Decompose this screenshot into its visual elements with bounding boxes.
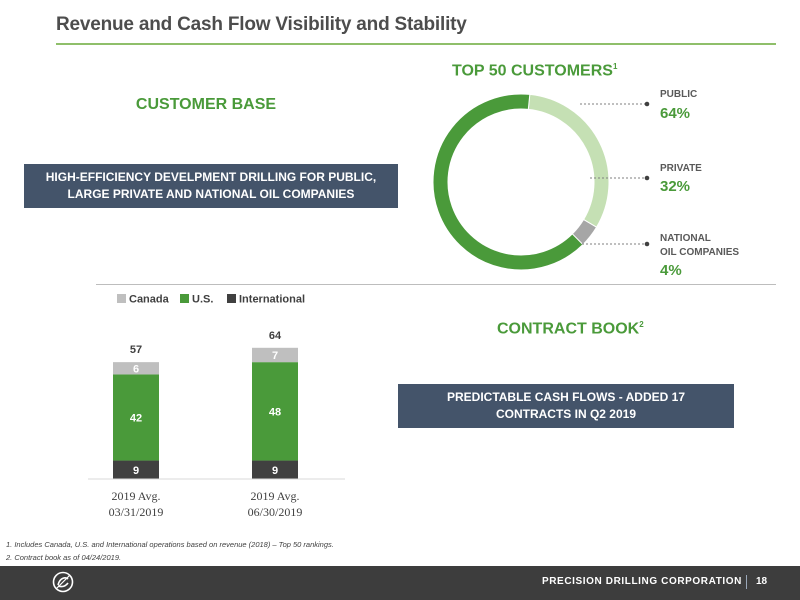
private-percent-label: 32%: [660, 178, 691, 195]
page-title: Revenue and Cash Flow Visibility and Sta…: [56, 14, 467, 35]
footer-bar: [0, 566, 800, 600]
customer-base-title: CUSTOMER BASE: [135, 96, 277, 113]
footnote-1: 1. Includes Canada, U.S. and Internation…: [6, 540, 334, 549]
private-leader-dot: [644, 175, 650, 181]
donut-slices: [432, 93, 610, 271]
page-number: 18: [756, 576, 768, 587]
legend-label: International: [239, 294, 305, 306]
national-category-label: NATIONAL OIL COMPANIES: [660, 232, 739, 260]
bar-value-label: 42: [130, 413, 142, 425]
customer-banner-line-2: LARGE PRIVATE AND NATIONAL OIL COMPANIES: [67, 187, 355, 201]
bar-value-label: 6: [133, 363, 139, 375]
bar-legend: Canada U.S. International: [117, 294, 305, 306]
public-category-label: PUBLIC: [660, 89, 698, 100]
footer-company-name: PRECISION DRILLING CORPORATION: [541, 576, 742, 587]
legend-swatch: [227, 294, 236, 303]
legend-label: Canada: [129, 294, 170, 306]
bar-value-label: 9: [133, 465, 139, 477]
footnote-2: 2. Contract book as of 04/24/2019.: [6, 553, 122, 562]
footnotes: 1. Includes Canada, U.S. and Internation…: [6, 538, 334, 564]
top50-title: TOP 50 CUSTOMERS1: [452, 62, 617, 80]
legend-swatch: [117, 294, 126, 303]
national-category-line-2: OIL COMPANIES: [660, 247, 740, 258]
public-slice: [432, 93, 584, 271]
bar-value-label: 9: [272, 465, 278, 477]
bar-canada-1: [113, 362, 159, 375]
top50-footnote-ref: 1: [612, 62, 618, 71]
national-percent-label: 4%: [660, 262, 682, 279]
bar-value-label: 7: [272, 350, 278, 362]
bar-total-label: 64: [269, 330, 282, 342]
bar-value-label: 48: [269, 406, 281, 418]
precision-drilling-logo-icon: [52, 571, 74, 593]
private-category-label: PRIVATE: [660, 163, 702, 174]
legend-label: U.S.: [192, 294, 213, 306]
contract-book-footnote-ref: 2: [639, 320, 644, 329]
x-tick-label: 06/30/2019: [248, 505, 303, 519]
footer-separator: [746, 575, 747, 589]
contract-book-title-text: CONTRACT BOOK: [497, 320, 640, 338]
donut-leaders: [580, 103, 646, 245]
bar-canada-2: [252, 347, 298, 363]
bar-international-2: [252, 460, 298, 479]
legend-swatch: [180, 294, 189, 303]
title-divider: [56, 43, 776, 45]
bar-total-label: 57: [130, 344, 142, 356]
bar-us-2: [252, 362, 298, 461]
contract-banner-line-1: PREDICTABLE CASH FLOWS - ADDED 17: [446, 390, 685, 404]
contract-book-banner: PREDICTABLE CASH FLOWS - ADDED 17 CONTRA…: [398, 384, 734, 428]
bar-us-1: [113, 374, 159, 461]
customer-banner-line-1: HIGH-EFFICIENCY DEVELPMENT DRILLING FOR …: [45, 170, 377, 184]
contract-banner-line-2: CONTRACTS IN Q2 2019: [495, 407, 637, 421]
top50-title-text: TOP 50 CUSTOMERS: [452, 62, 613, 80]
x-tick-label: 03/31/2019: [109, 505, 164, 519]
x-axis-labels: 2019 Avg. 03/31/2019 2019 Avg. 06/30/2019: [109, 489, 303, 519]
section-divider: [96, 284, 776, 285]
contract-book-title: CONTRACT BOOK2: [497, 320, 644, 338]
national-category-line-1: NATIONAL: [660, 233, 711, 244]
x-tick-label: 2019 Avg.: [111, 489, 160, 503]
public-leader-dot: [644, 101, 650, 107]
national-leader-dot: [644, 241, 650, 247]
x-tick-label: 2019 Avg.: [250, 489, 299, 503]
customer-base-banner: HIGH-EFFICIENCY DEVELPMENT DRILLING FOR …: [24, 164, 398, 208]
bar-international-1: [113, 460, 159, 479]
bar-stacks: 9 42 6 57 9 48 7 64: [113, 330, 298, 479]
public-percent-label: 64%: [660, 105, 691, 122]
donut-leader-dots: [644, 101, 650, 247]
